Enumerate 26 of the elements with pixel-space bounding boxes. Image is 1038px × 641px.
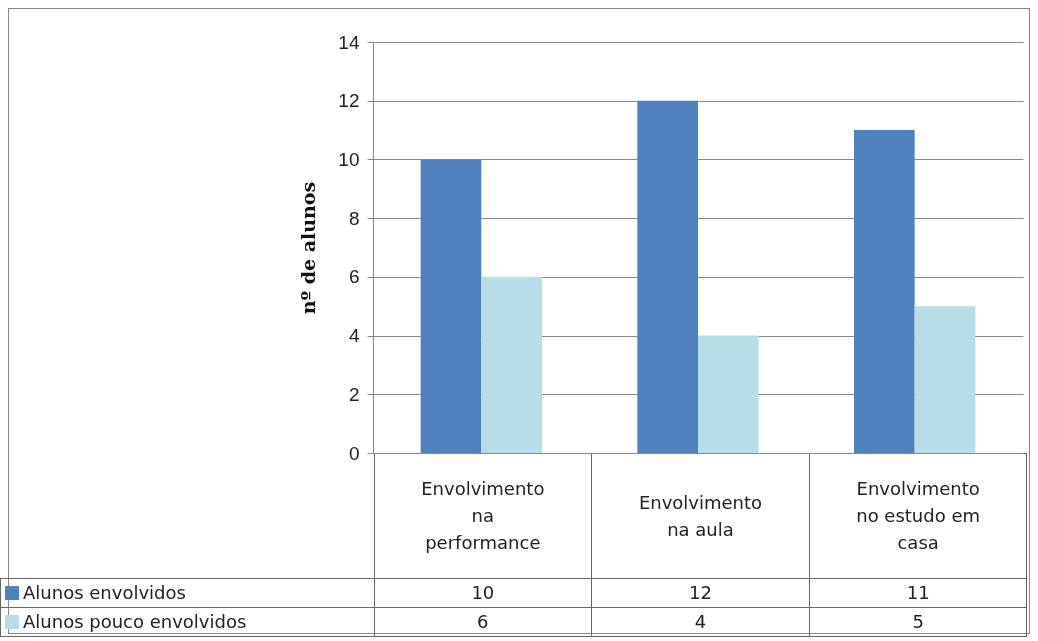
bar bbox=[420, 159, 482, 453]
y-tick-label: 6 bbox=[348, 266, 360, 288]
bar bbox=[698, 335, 759, 453]
data-label: 6 bbox=[374, 607, 592, 636]
data-label: 4 bbox=[591, 607, 810, 636]
legend-label: Alunos pouco envolvidos bbox=[23, 611, 247, 632]
data-label: 5 bbox=[809, 607, 1027, 636]
data-label: 11 bbox=[809, 578, 1027, 607]
y-tick-label: 8 bbox=[348, 207, 360, 229]
x-tick-label: Envolvimento no estudo em casa bbox=[855, 477, 982, 556]
y-tick-label: 14 bbox=[338, 31, 360, 53]
bar bbox=[914, 306, 976, 453]
data-label: 12 bbox=[591, 578, 810, 607]
y-tick-label: 12 bbox=[338, 90, 360, 112]
bar bbox=[637, 100, 698, 453]
bar bbox=[481, 276, 542, 453]
y-tick-label: 2 bbox=[348, 383, 360, 405]
bar bbox=[854, 130, 915, 453]
data-label: 10 bbox=[374, 578, 592, 607]
y-tick-label: 0 bbox=[348, 442, 360, 464]
y-axis-title: nº de alunos bbox=[296, 181, 319, 315]
legend-label: Alunos envolvidos bbox=[23, 582, 186, 603]
y-tick-label: 10 bbox=[338, 148, 360, 170]
x-tick-label: Envolvimento na performance bbox=[420, 477, 546, 556]
y-tick-label: 4 bbox=[348, 325, 360, 347]
x-tick-label: Envolvimento na aula bbox=[637, 490, 764, 542]
